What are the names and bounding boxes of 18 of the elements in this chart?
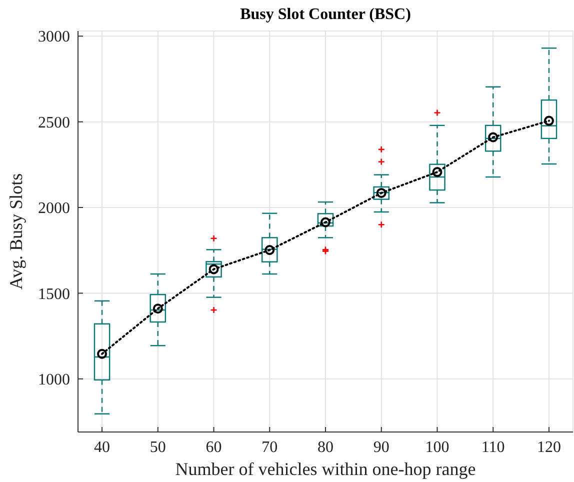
y-tick-label: 3000 [38, 28, 70, 46]
x-tick-label: 120 [536, 439, 561, 456]
x-tick-label: 70 [262, 439, 278, 456]
x-tick-label: 90 [373, 439, 390, 456]
y-tick-label: 2500 [38, 114, 70, 132]
y-tick-label: 1500 [38, 286, 70, 303]
y-tick-label: 1000 [38, 371, 70, 388]
x-tick-label: 110 [481, 439, 505, 456]
y-axis-title: Avg. Busy Slots [6, 173, 26, 290]
point [97, 348, 108, 359]
x-axis-title: Number of vehicles within one-hop range [175, 459, 476, 479]
x-tick-label: 40 [94, 439, 110, 456]
x-tick-label: 60 [206, 439, 222, 456]
chart-title: Busy Slot Counter (BSC) [240, 6, 411, 23]
x-tick-label: 80 [318, 439, 334, 456]
x-tick-label: 50 [150, 439, 166, 456]
x-tick-label: 100 [425, 439, 450, 456]
y-tick-label: 2000 [38, 200, 70, 218]
